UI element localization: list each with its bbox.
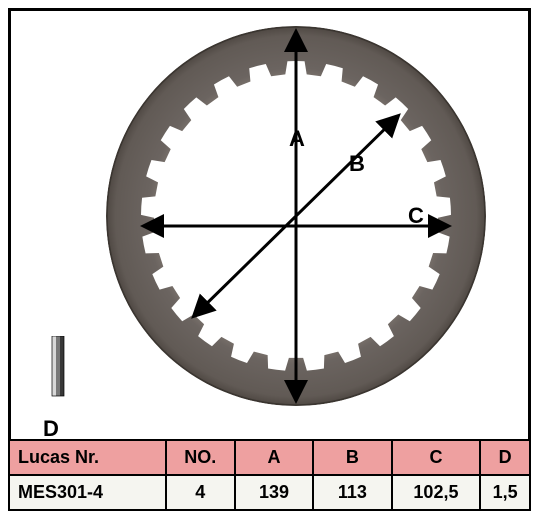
thickness-indicator [49,336,67,408]
table-row: MES301-4 4 139 113 102,5 1,5 [9,475,530,510]
table-header-row: Lucas Nr. NO. A B C D [9,440,530,475]
cell-c: 102,5 [392,475,481,510]
diagram-frame: A B C D Lucas Nr. NO. A B C D MES301-4 [8,8,531,511]
col-header-no: NO. [166,440,235,475]
dimension-label-a: A [289,126,305,152]
col-header-d: D [480,440,530,475]
col-header-a: A [235,440,313,475]
col-header-lucas: Lucas Nr. [9,440,166,475]
cell-no: 4 [166,475,235,510]
diagram-area: A B C D [11,11,528,451]
cell-partno: MES301-4 [9,475,166,510]
col-header-b: B [313,440,391,475]
spec-table: Lucas Nr. NO. A B C D MES301-4 4 139 113… [8,439,531,511]
dimension-label-b: B [349,151,365,177]
cell-a: 139 [235,475,313,510]
dimension-label-c: C [408,203,424,229]
cell-d: 1,5 [480,475,530,510]
col-header-c: C [392,440,481,475]
cell-b: 113 [313,475,391,510]
dimension-arrows [106,26,486,406]
